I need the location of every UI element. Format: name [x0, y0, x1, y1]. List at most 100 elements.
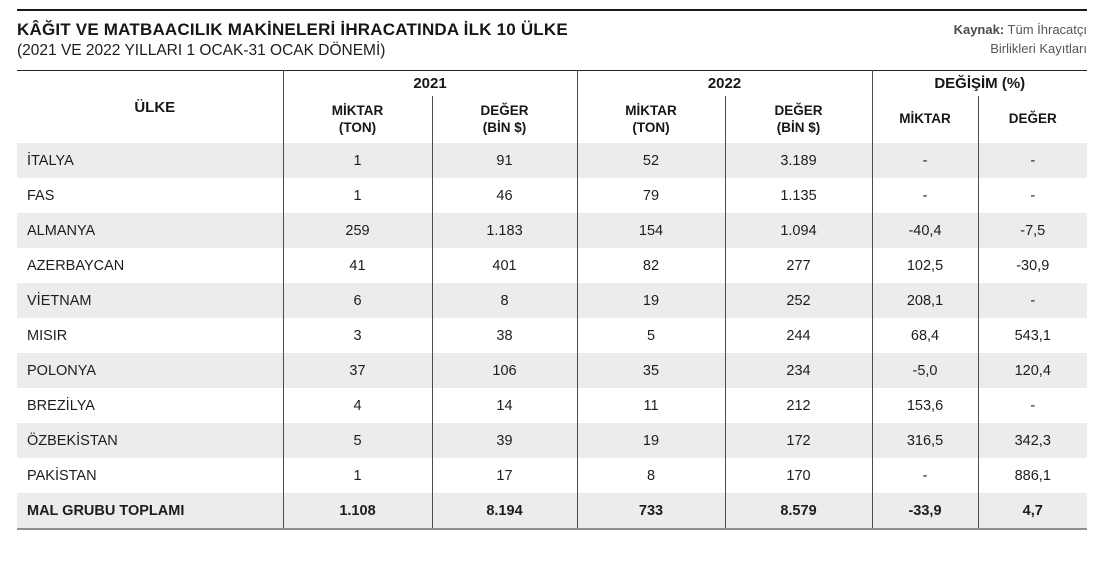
- table-head: ÜLKE 2021 2022 DEĞİŞİM (%) MİKTAR (TON) …: [17, 70, 1087, 144]
- value-cell: 1.094: [724, 213, 872, 249]
- value-cell: 91: [431, 143, 577, 179]
- country-cell: İTALYA: [27, 152, 74, 169]
- value-cell: 4: [282, 388, 432, 424]
- value-cell: 19: [576, 283, 725, 319]
- value-cell: -30,9: [977, 248, 1087, 284]
- value-cell: 3.189: [724, 143, 872, 179]
- value-cell: 252: [724, 283, 872, 319]
- value-cell: -: [871, 458, 978, 494]
- col-header-2022-deger: DEĞER (BİN $): [724, 96, 872, 144]
- table-row: BREZİLYA 4 14 11 212 153,6-: [17, 388, 1087, 424]
- sub-label: MİKTAR: [331, 102, 384, 118]
- value-cell: 208,1: [871, 283, 978, 319]
- value-cell: 19: [576, 423, 725, 459]
- country-cell: POLONYA: [27, 362, 97, 379]
- value-cell: -: [977, 178, 1087, 214]
- table-row: POLONYA 37 106 35 234 -5,0 120,4: [17, 353, 1087, 389]
- value-cell: -: [871, 178, 978, 214]
- table-row: ÖZBEKİSTAN 5 39 19 172 316,5 342,3: [17, 423, 1087, 459]
- value-cell: 259: [282, 213, 432, 249]
- table-row: PAKİSTAN 1 17 8 170-886,1: [17, 458, 1087, 494]
- value-cell: 6: [282, 283, 432, 319]
- value-cell: 102,5: [871, 248, 978, 284]
- value-cell: 154: [576, 213, 725, 249]
- value-cell: 244: [724, 318, 872, 354]
- country-cell: FAS: [27, 187, 55, 204]
- value-cell: 52: [576, 143, 725, 179]
- top-divider: [17, 9, 1087, 11]
- country-cell: MAL GRUBU TOPLAMI: [27, 502, 185, 519]
- table-row: İTALYA 1 91 52 3.189- -: [17, 143, 1087, 179]
- col-header-change-deger: DEĞER: [977, 96, 1087, 144]
- source-label: Kaynak:: [953, 22, 1005, 37]
- value-cell: 543,1: [977, 318, 1087, 354]
- value-cell: 106: [431, 353, 577, 389]
- source-note: Kaynak: Tüm İhracatçı Birlikleri Kayıtla…: [954, 19, 1087, 59]
- col-header-change-miktar: MİKTAR: [871, 96, 978, 144]
- country-cell: BREZİLYA: [27, 397, 95, 414]
- sub-header-row: MİKTAR (TON) DEĞER (BİN $) MİKTAR (TON) …: [17, 96, 1087, 144]
- group-header-change: DEĞİŞİM (%): [871, 70, 1087, 97]
- value-cell: 5: [576, 318, 725, 354]
- export-table: ÜLKE 2021 2022 DEĞİŞİM (%) MİKTAR (TON) …: [17, 70, 1087, 531]
- value-cell: 212: [724, 388, 872, 424]
- page-subtitle: (2021 VE 2022 YILLARI 1 OCAK-31 OCAK DÖN…: [17, 42, 386, 60]
- value-cell: 1: [282, 143, 432, 179]
- value-cell: 234: [724, 353, 872, 389]
- group-header-row: ÜLKE 2021 2022 DEĞİŞİM (%): [17, 70, 1087, 116]
- value-cell: 733: [576, 493, 725, 530]
- value-cell: 170: [724, 458, 872, 494]
- country-cell: VİETNAM: [27, 292, 92, 309]
- sub-unit: (BİN $): [482, 119, 527, 135]
- country-cell: MISIR: [27, 327, 68, 344]
- col-header-2022-miktar: MİKTAR (TON): [576, 96, 725, 144]
- value-cell: 316,5: [871, 423, 978, 459]
- value-cell: -7,5: [977, 213, 1087, 249]
- value-cell: 3: [282, 318, 432, 354]
- value-cell: 11: [576, 388, 725, 424]
- country-cell: ÖZBEKİSTAN: [27, 432, 118, 449]
- value-cell: 8: [576, 458, 725, 494]
- value-cell: 8: [431, 283, 577, 319]
- group-header-2021: 2021: [282, 70, 577, 97]
- value-cell: 5: [282, 423, 432, 459]
- source-line2: Birlikleri Kayıtları: [990, 40, 1087, 56]
- group-header-2022: 2022: [576, 70, 872, 97]
- value-cell: 14: [431, 388, 577, 424]
- value-cell: 17: [431, 458, 577, 494]
- value-cell: 4,7: [977, 493, 1087, 530]
- value-cell: 8.194: [431, 493, 577, 530]
- country-cell: AZERBAYCAN: [27, 257, 125, 274]
- value-cell: -33,9: [871, 493, 978, 530]
- table-row: VİETNAM 6 8 19 252 208,1-: [17, 283, 1087, 319]
- value-cell: 68,4: [871, 318, 978, 354]
- col-header-2021-deger: DEĞER (BİN $): [431, 96, 577, 144]
- value-cell: -: [977, 143, 1087, 179]
- table-row: ALMANYA 259 1.183 154 1.094 -40,4 -7,5: [17, 213, 1087, 249]
- page-title: KÂĞIT VE MATBAACILIK MAKİNELERİ İHRACATI…: [17, 20, 568, 39]
- value-cell: 41: [282, 248, 432, 284]
- sub-unit: (TON): [338, 119, 377, 135]
- table-row: FAS 1 46 79 1.135- -: [17, 178, 1087, 214]
- table-row: AZERBAYCAN 41 401 82 277 102,5 -30,9: [17, 248, 1087, 284]
- col-header-2021-miktar: MİKTAR (TON): [282, 96, 432, 144]
- value-cell: -: [977, 388, 1087, 424]
- value-cell: 172: [724, 423, 872, 459]
- sub-label: DEĞER: [480, 102, 529, 118]
- country-cell: ALMANYA: [27, 222, 96, 239]
- value-cell: 38: [431, 318, 577, 354]
- value-cell: 8.579: [724, 493, 872, 530]
- country-cell: PAKİSTAN: [27, 467, 97, 484]
- value-cell: 79: [576, 178, 725, 214]
- value-cell: 401: [431, 248, 577, 284]
- value-cell: -: [871, 143, 978, 179]
- value-cell: 46: [431, 178, 577, 214]
- value-cell: 1.183: [431, 213, 577, 249]
- value-cell: -40,4: [871, 213, 978, 249]
- value-cell: 1.135: [724, 178, 872, 214]
- title-block: KÂĞIT VE MATBAACILIK MAKİNELERİ İHRACATI…: [17, 19, 568, 61]
- value-cell: 1: [282, 178, 432, 214]
- total-row: MAL GRUBU TOPLAMI 1.108 8.194 733 8.579 -33,9…: [17, 493, 1087, 530]
- sub-unit: (TON): [632, 119, 670, 135]
- sub-label: MİKTAR: [625, 102, 677, 118]
